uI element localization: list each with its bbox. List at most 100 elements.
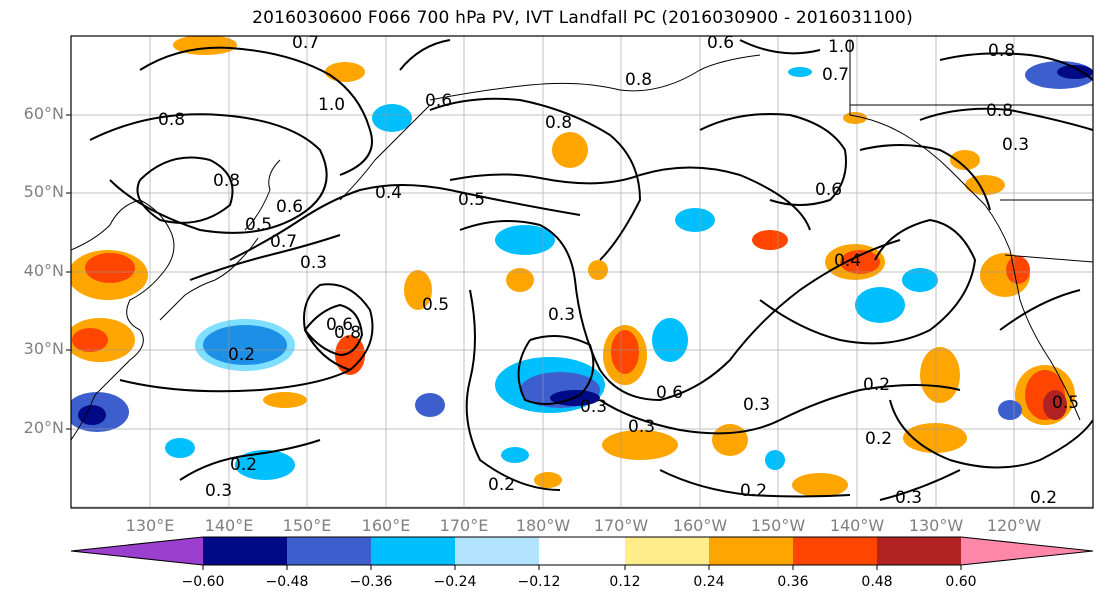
contour-label: 0.8	[988, 41, 1015, 61]
colorbar-segment	[203, 537, 287, 565]
contour-label: 0.2	[230, 455, 257, 475]
lon-label: 150°W	[750, 516, 806, 535]
shade-blue	[902, 268, 938, 292]
contour-label: 0.6	[276, 197, 303, 217]
shade-orange	[325, 62, 365, 82]
contour-label: 0.8	[986, 101, 1013, 121]
colorbar-tick-label: 0.24	[693, 574, 725, 590]
contour-lines	[89, 39, 1093, 501]
shade-navy	[78, 405, 106, 425]
shading-layer	[71, 36, 1093, 497]
lon-label: 170°W	[593, 516, 649, 535]
coast-sahalin	[244, 159, 281, 231]
contour-label: 0.6	[425, 91, 452, 111]
contour-label: 0.3	[205, 481, 232, 501]
contour-label: 0.7	[270, 232, 297, 252]
colorbar-tick-label: −0.48	[265, 574, 309, 590]
shade-orange	[920, 347, 960, 403]
contour-label: 0.4	[375, 183, 402, 203]
shade-orange	[506, 268, 534, 292]
colorbar-segment	[877, 537, 961, 565]
contour-label: 0.8	[213, 171, 240, 191]
shade-blue	[998, 400, 1022, 420]
shade-orange	[404, 270, 432, 310]
shade-orange	[588, 260, 608, 280]
colorbar-tick-label: 0.48	[861, 574, 893, 590]
contour-label: 0.3	[743, 395, 770, 415]
contour-label: 0.4	[834, 251, 861, 271]
colorbar-tick-label: −0.36	[349, 574, 393, 590]
lon-label: 180°W	[515, 516, 571, 535]
colorbar-segment	[287, 537, 371, 565]
coast-alaska	[849, 40, 1081, 421]
contour-label-layer: 0.7 0.6 1.0 0.8 0.6 0.8 0.8 0.8 0.3 0.8 …	[158, 33, 1079, 508]
colorbar	[70, 536, 1094, 570]
colorbar-tick-label: 0.36	[777, 574, 809, 590]
contour-label: 0.7	[292, 33, 319, 53]
colorbar-tick-label: −0.12	[517, 574, 561, 590]
contour-label: 0.2	[865, 429, 892, 449]
shade-red	[611, 330, 639, 374]
lon-label: 130°E	[125, 516, 175, 535]
lat-label: 40°N	[23, 261, 64, 280]
shade-orange	[792, 473, 848, 497]
shade-red	[85, 253, 135, 283]
lon-label: 150°E	[282, 516, 332, 535]
shade-orange	[965, 175, 1005, 195]
contour-label: 0.2	[740, 481, 767, 501]
map-title: 2016030600 F066 700 hPa PV, IVT Landfall…	[252, 8, 913, 28]
shade-orange	[534, 472, 562, 488]
shade-blue	[495, 225, 555, 255]
colorbar-segment	[455, 537, 539, 565]
contour-label: 0.6	[707, 33, 734, 53]
lon-label: 170°E	[439, 516, 489, 535]
shade-blue	[415, 393, 445, 417]
shade-orange	[903, 423, 967, 453]
shade-blue	[855, 287, 905, 323]
contour-label: 0.3	[1002, 135, 1029, 155]
shade-red	[1006, 256, 1030, 284]
contour-label: 0.2	[488, 475, 515, 495]
contour-label: 0.5	[245, 215, 272, 235]
contour-label: 0.8	[625, 70, 652, 90]
contour-label: 0.2	[863, 375, 890, 395]
shade-orange	[752, 230, 788, 250]
contour-label: 0.3	[895, 488, 922, 508]
graticule	[71, 36, 1093, 508]
colorbar-extend-high	[961, 537, 1093, 565]
contour-label: 1.0	[828, 37, 855, 57]
colorbar-tick-label: 0.12	[609, 574, 641, 590]
lon-label: 130°W	[908, 516, 964, 535]
lat-label: 20°N	[23, 418, 64, 437]
lat-label: 60°N	[23, 104, 64, 123]
lon-label: 140°W	[829, 516, 885, 535]
contour-label: 0.6	[815, 180, 842, 200]
shade-orange	[263, 392, 307, 408]
colorbar-extend-low	[71, 537, 203, 565]
contour-label: 0.3	[628, 417, 655, 437]
contour-label: 0.3	[548, 305, 575, 325]
shade-blue	[765, 450, 785, 470]
contour-label: 1.0	[318, 95, 345, 115]
shade-blue	[372, 104, 412, 132]
shade-blue	[675, 208, 715, 232]
contour-label: 0.3	[300, 253, 327, 273]
shade-red	[840, 250, 880, 274]
colorbar-segment	[625, 537, 709, 565]
contour-label: 0.8	[334, 323, 361, 343]
contour-label: 0.6	[656, 383, 683, 403]
shade-blue	[501, 447, 529, 463]
contour-label: 0.8	[545, 113, 572, 133]
colorbar-tick-label: 0.60	[945, 574, 977, 590]
lon-label: 120°W	[986, 516, 1042, 535]
contour-label: 0.2	[1030, 488, 1057, 508]
colorbar-segment	[371, 537, 455, 565]
shade-red	[1043, 390, 1067, 420]
lat-label: 30°N	[23, 339, 64, 358]
contour-label: 0.6	[326, 315, 353, 335]
contour-label: 0.2	[228, 345, 255, 365]
lat-label: 50°N	[23, 182, 64, 201]
shade-blue	[652, 318, 688, 362]
colorbar-tick-label: −0.60	[181, 574, 225, 590]
shade-blue	[235, 450, 295, 480]
